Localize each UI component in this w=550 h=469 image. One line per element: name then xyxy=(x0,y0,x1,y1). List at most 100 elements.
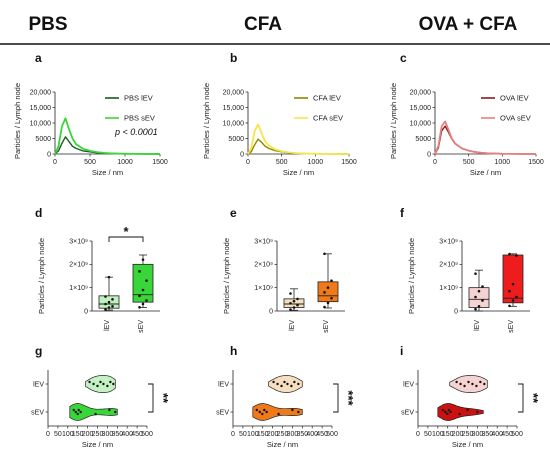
panel-label: i xyxy=(400,344,403,358)
x-tick-label: 0 xyxy=(433,159,437,166)
data-point xyxy=(447,408,451,412)
y-tick-label: 5000 xyxy=(35,136,51,143)
y-tick-label: 0 xyxy=(47,151,51,158)
x-tick-label: 1000 xyxy=(117,159,133,166)
y-tick-label: 15,000 xyxy=(30,105,52,112)
x-tick-label: 0 xyxy=(231,431,235,438)
x-tick-label: 250 xyxy=(92,431,104,438)
data-point xyxy=(111,305,114,308)
series-line xyxy=(54,136,161,155)
data-point xyxy=(107,306,111,309)
significance-stars: *** xyxy=(341,390,356,406)
column-title-ova-cfa: OVA + CFA xyxy=(419,14,518,35)
data-point xyxy=(96,384,99,388)
data-point xyxy=(511,282,515,286)
y-tick-label: 3×10⁹ xyxy=(439,238,458,245)
data-point xyxy=(109,380,112,384)
box xyxy=(317,281,339,303)
y-tick-label: 0 xyxy=(427,151,431,158)
panel-label: d xyxy=(35,206,42,220)
x-tick-label: 400 xyxy=(306,431,318,438)
data-point xyxy=(508,304,511,308)
significance-bracket xyxy=(148,383,154,413)
panel-label: e xyxy=(230,206,237,220)
panel-label: b xyxy=(230,51,237,65)
x-tick-label: 200 xyxy=(452,431,464,438)
x-tick-label: 500 xyxy=(84,159,96,166)
data-point xyxy=(477,289,481,293)
legend-label: OVA sEV xyxy=(500,114,531,123)
x-tick-label: 50 xyxy=(54,431,62,438)
column-title-pbs: PBS xyxy=(28,14,67,35)
data-point xyxy=(466,408,469,412)
y-tick-label: 10,000 xyxy=(410,120,432,127)
data-point xyxy=(138,305,141,309)
data-point xyxy=(286,382,289,386)
x-category-label: sEV xyxy=(138,320,145,333)
y-category-label: lEV xyxy=(403,381,414,388)
data-point xyxy=(330,296,333,300)
legend-label: CFA sEV xyxy=(313,114,343,123)
data-point xyxy=(74,410,77,414)
box xyxy=(502,254,524,304)
data-point xyxy=(483,382,486,386)
data-point xyxy=(276,382,279,386)
data-point xyxy=(92,382,95,386)
panel-label: f xyxy=(400,206,405,220)
data-point xyxy=(475,384,478,388)
data-point xyxy=(289,292,292,295)
x-tick-label: 0 xyxy=(53,159,57,166)
data-point xyxy=(441,408,444,412)
panel-f: f 0 1×10⁹ 2×10⁹ 3×10⁹ Particles / Lymph node l… xyxy=(400,206,530,333)
series-line xyxy=(247,123,350,155)
panel-label: h xyxy=(230,344,237,358)
y-tick-label: 1×10⁹ xyxy=(69,285,88,292)
x-tick-label: 200 xyxy=(267,431,279,438)
data-point xyxy=(296,297,299,301)
data-point xyxy=(474,295,477,299)
violin-shape xyxy=(69,403,118,421)
y-tick-label: 5000 xyxy=(228,136,244,143)
data-point xyxy=(94,412,97,416)
x-tick-label: 450 xyxy=(501,431,513,438)
data-point xyxy=(141,302,145,306)
data-point xyxy=(108,408,111,412)
x-tick-label: 0 xyxy=(46,431,50,438)
x-tick-label: 400 xyxy=(491,431,503,438)
x-axis-title: Size / nm xyxy=(92,168,123,177)
legend-label: OVA lEV xyxy=(500,94,529,103)
x-axis-title: Size / nm xyxy=(452,440,483,449)
series-line xyxy=(434,125,537,155)
data-point xyxy=(511,299,515,302)
panel-e: e 0 1×10⁹ 2×10⁹ 3×10⁹ Particles / Lymph node l… xyxy=(222,206,345,333)
data-point xyxy=(255,408,258,412)
panel-label: c xyxy=(400,51,407,65)
x-tick-label: 350 xyxy=(111,431,123,438)
significance-stars: ** xyxy=(156,393,171,404)
p-value-annotation: p < 0.0001 xyxy=(114,127,158,137)
x-tick-label: 50 xyxy=(424,431,432,438)
x-tick-label: 250 xyxy=(277,431,289,438)
x-tick-label: 1000 xyxy=(308,159,324,166)
x-tick-label: 1000 xyxy=(495,159,511,166)
violin-shape xyxy=(252,403,303,421)
data-point xyxy=(467,380,470,384)
data-point xyxy=(114,410,117,414)
data-point xyxy=(272,380,275,384)
data-point xyxy=(141,288,145,292)
column-title-cfa: CFA xyxy=(244,14,282,35)
y-tick-label: 0 xyxy=(240,151,244,158)
panel-d: d 0 1×10⁹ 2×10⁹ 3×10⁹ Particles / Lymph node l… xyxy=(35,206,160,333)
y-tick-label: 0 xyxy=(454,308,458,315)
data-point xyxy=(458,412,461,416)
data-point xyxy=(515,254,518,257)
x-tick-label: 300 xyxy=(287,431,299,438)
series-line xyxy=(54,117,161,155)
data-point xyxy=(106,384,109,388)
data-point xyxy=(141,258,145,261)
y-axis-title: Particles / Lymph node xyxy=(13,83,22,159)
data-point xyxy=(88,380,91,384)
data-point xyxy=(479,380,482,384)
